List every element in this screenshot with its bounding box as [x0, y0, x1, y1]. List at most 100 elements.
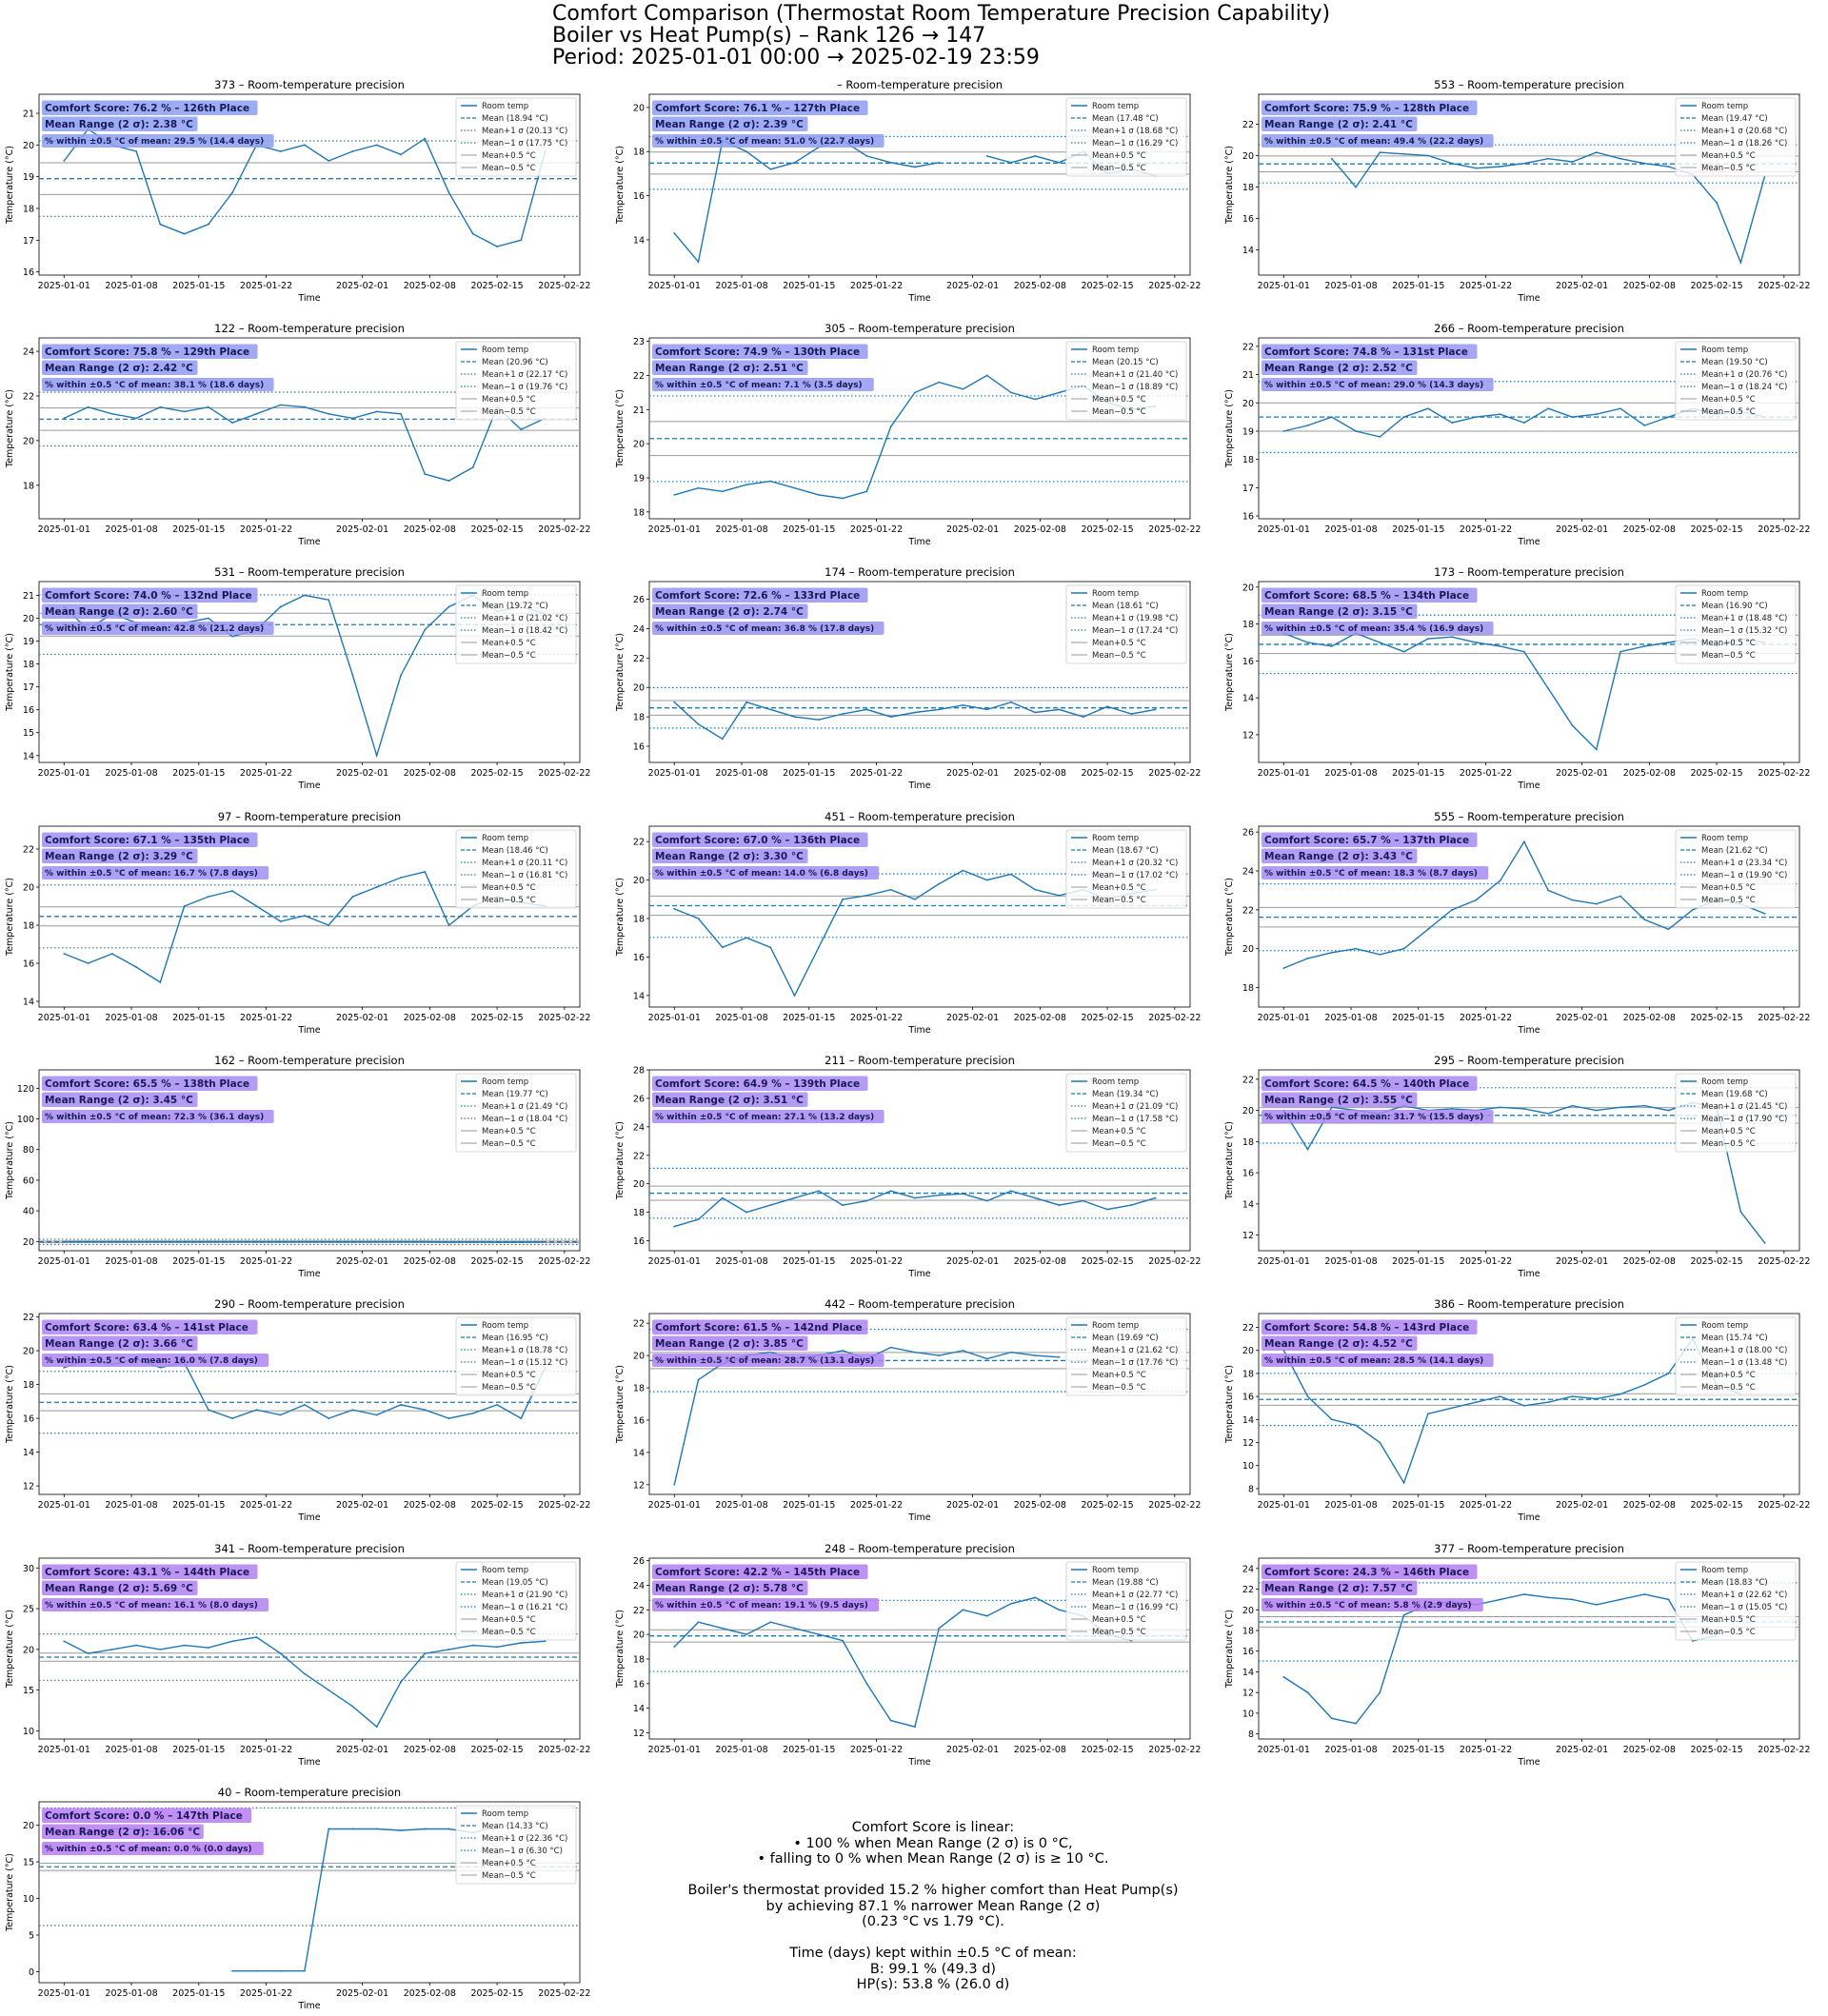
subplot-title: 442 – Room-temperature precision	[825, 1297, 1015, 1311]
room-temp-point	[1379, 1441, 1381, 1444]
legend-mean-label: Mean (19.68 °C)	[1701, 1090, 1768, 1099]
x-tick-label: 2025-01-01	[1258, 1256, 1310, 1267]
room-temp-point	[1355, 186, 1357, 188]
comfort-score-label: Comfort Score: 75.9 % – 128th Place	[1264, 103, 1469, 114]
room-temp-point	[328, 160, 330, 162]
mean-range-label: Mean Range (2 σ): 2.39 °C	[655, 119, 804, 130]
room-temp-point	[1619, 895, 1621, 898]
x-tick-label: 2025-01-15	[783, 1256, 835, 1267]
x-tick-label: 2025-02-15	[470, 524, 523, 535]
room-temp-point	[1475, 167, 1478, 169]
y-tick-label: 22	[633, 1606, 645, 1616]
room-temp-point	[817, 1190, 820, 1193]
x-tick-label: 2025-01-22	[240, 281, 292, 291]
room-temp-point	[1595, 748, 1598, 751]
legend-box	[455, 1316, 577, 1396]
subplot-248: 248 – Room-temperature precision 12 14 16 18…	[610, 1537, 1220, 1781]
legend-minus-05-label: Mean−0.5 °C	[1701, 164, 1756, 173]
room-temp-point	[914, 166, 916, 168]
within-half-degree-box	[652, 1598, 880, 1611]
legend-box	[455, 97, 577, 177]
room-temp-point	[1547, 407, 1550, 410]
y-tick-label: 16	[1242, 1169, 1254, 1179]
room-temp-point	[304, 1403, 306, 1406]
x-tick-label: 2025-02-22	[1758, 1500, 1810, 1511]
legend-box	[1065, 1561, 1187, 1641]
y-tick-label: 21	[23, 109, 34, 120]
legend-minus-05-label: Mean−0.5 °C	[1701, 1383, 1756, 1393]
legend-minus-05-label: Mean−0.5 °C	[482, 1139, 536, 1149]
legend-box	[455, 829, 577, 909]
room-temp-point	[1667, 642, 1670, 643]
room-temp-point	[159, 1648, 162, 1650]
room-temp-series	[673, 1596, 1132, 1728]
x-tick-label: 2025-01-15	[172, 1745, 225, 1755]
legend-minus-1sigma-label: Mean−1 σ (13.48 °C)	[1701, 1358, 1787, 1368]
y-tick-label: 0	[29, 1967, 34, 1978]
y-tick-label: 24	[633, 1122, 645, 1133]
mean-range-box	[42, 848, 198, 863]
x-tick-label: 2025-02-15	[470, 1988, 523, 1999]
room-temp-point	[159, 1366, 162, 1369]
plot-area-frame	[1258, 581, 1800, 763]
subplot-svg: – Room-temperature precision 14 16 18 20 Temp…	[615, 78, 1201, 304]
room-temp-point	[673, 494, 676, 496]
room-temp-point	[424, 1652, 427, 1655]
x-tick-label: 2025-01-08	[105, 524, 157, 535]
room-temp-point	[1499, 880, 1501, 882]
x-tick-label: 2025-01-08	[1324, 281, 1377, 291]
room-temp-point	[1426, 154, 1429, 157]
x-tick-label: 2025-01-01	[648, 1013, 701, 1023]
within-half-degree-label: % within ±0.5 °C of mean: 35.4 % (16.9 d…	[1264, 624, 1483, 634]
subplot-svg: 451 – Room-temperature precision 14 16 18 20…	[615, 810, 1201, 1036]
y-tick-label: 26	[633, 1094, 645, 1104]
room-temp-point	[1154, 1196, 1157, 1199]
room-temp-point	[1402, 947, 1405, 950]
room-temp-point	[424, 871, 427, 873]
legend-mean-label: Mean (19.77 °C)	[482, 1090, 548, 1099]
legend-plus-1sigma-label: Mean+1 σ (21.45 °C)	[1701, 1102, 1787, 1112]
y-tick-label: 20	[633, 440, 645, 450]
legend-mean-label: Mean (19.05 °C)	[482, 1578, 548, 1588]
x-tick-label: 2025-02-15	[1690, 281, 1742, 291]
room-temp-point	[255, 1240, 258, 1243]
room-temp-point	[304, 405, 306, 408]
room-temp-point	[865, 1199, 868, 1202]
legend-mean-label: Mean (19.50 °C)	[1701, 358, 1768, 367]
room-temp-point	[745, 150, 747, 153]
legend-box	[455, 1073, 577, 1153]
x-tick-label: 2025-02-22	[538, 281, 590, 291]
x-tick-label: 2025-01-01	[1258, 281, 1310, 291]
y-axis-label: Temperature (°C)	[5, 878, 15, 957]
legend-plus-05-label: Mean+0.5 °C	[1701, 151, 1756, 161]
x-tick-label: 2025-02-15	[1690, 1256, 1742, 1267]
y-axis-label: Temperature (°C)	[1224, 1365, 1235, 1444]
room-temp-point	[351, 417, 354, 420]
mean-range-label: Mean Range (2 σ): 3.45 °C	[45, 1095, 193, 1106]
y-tick-label: 12	[23, 1482, 34, 1492]
x-tick-label: 2025-02-22	[1148, 281, 1201, 291]
mean-range-box	[652, 603, 808, 619]
mean-range-label: Mean Range (2 σ): 2.51 °C	[655, 363, 804, 374]
y-tick-label: 15	[23, 1686, 34, 1696]
room-temp-point	[1082, 1199, 1084, 1202]
x-tick-label: 2025-02-08	[404, 1745, 456, 1755]
y-tick-label: 19	[1242, 426, 1254, 437]
room-temp-point	[938, 1354, 941, 1357]
within-half-degree-label: % within ±0.5 °C of mean: 14.0 % (6.8 da…	[655, 869, 868, 879]
room-temp-series	[673, 701, 1156, 741]
legend-room-temp-label: Room temp	[1092, 1077, 1139, 1087]
legend-plus-05-label: Mean+0.5 °C	[1092, 883, 1146, 893]
legend-plus-1sigma-label: Mean+1 σ (21.02 °C)	[482, 614, 567, 623]
room-temp-point	[914, 1196, 916, 1199]
room-temp-point	[1619, 157, 1621, 160]
y-tick-label: 15	[23, 728, 34, 739]
room-temp-point	[842, 898, 844, 900]
y-tick-label: 8	[1248, 1484, 1254, 1494]
room-temp-point	[914, 711, 916, 714]
x-axis-label: Time	[1517, 1512, 1540, 1523]
y-tick-label: 17	[23, 236, 34, 247]
subplot-97: 97 – Room-temperature precision 14 16 18 20 2…	[0, 805, 609, 1049]
room-temp-point	[1330, 416, 1333, 419]
room-temp-point	[1571, 1104, 1574, 1107]
